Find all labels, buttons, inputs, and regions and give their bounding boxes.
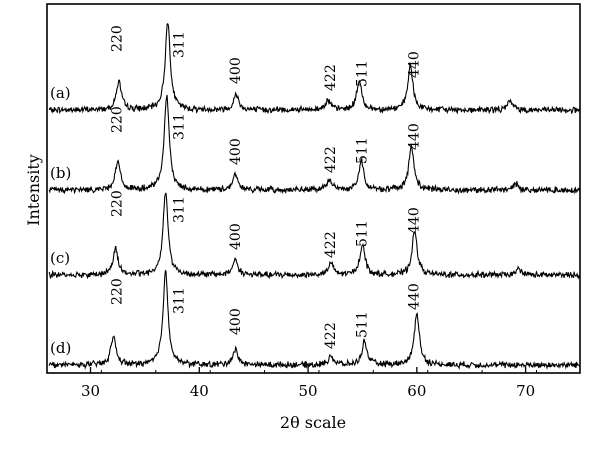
plot-frame (46, 3, 581, 374)
peak-label-b-400: 400 (228, 138, 244, 165)
x-tick-label-2: 50 (299, 382, 318, 400)
peak-label-c-422: 422 (323, 231, 339, 258)
peak-label-c-220: 220 (110, 190, 126, 217)
peak-label-c-400: 400 (228, 223, 244, 250)
peak-label-b-311: 311 (172, 113, 188, 140)
series-b (48, 94, 581, 195)
y-axis-title: Intensity (24, 154, 43, 226)
series-a (48, 22, 581, 115)
peak-label-c-511: 511 (354, 220, 370, 247)
series-label-d: (d) (50, 339, 71, 357)
peak-label-b-511: 511 (354, 137, 370, 164)
peak-label-d-440: 440 (407, 283, 423, 310)
x-tick-label-3: 60 (407, 382, 426, 400)
peak-label-a-422: 422 (323, 64, 339, 91)
series-d (48, 269, 581, 370)
x-tick-label-4: 70 (516, 382, 535, 400)
peak-label-d-311: 311 (172, 287, 188, 314)
peak-label-d-511: 511 (354, 311, 370, 338)
peak-label-a-511: 511 (354, 60, 370, 87)
traces (48, 22, 581, 370)
series-c (48, 192, 581, 280)
series-label-b: (b) (50, 164, 71, 182)
series-label-c: (c) (50, 249, 70, 267)
x-axis: 30 40 50 60 70 (46, 367, 537, 400)
x-axis-title: 2θ scale (280, 413, 346, 432)
peak-label-a-400: 400 (228, 57, 244, 84)
peak-label-a-440: 440 (407, 51, 423, 78)
peak-label-a-220: 220 (110, 25, 126, 52)
peak-label-c-440: 440 (407, 207, 423, 234)
peak-label-b-422: 422 (323, 146, 339, 173)
peak-label-d-422: 422 (323, 322, 339, 349)
peak-labels: 220 311 400 422 511 440 220 311 400 422 511 440 220 3… (110, 25, 423, 349)
peak-label-b-440: 440 (407, 123, 423, 150)
peak-label-b-220: 220 (110, 106, 126, 133)
peak-label-d-220: 220 (110, 278, 126, 305)
trace-labels: (a) (b) (c) (d) (50, 84, 71, 357)
x-tick-label-0: 30 (81, 382, 100, 400)
peak-label-d-400: 400 (228, 308, 244, 335)
peak-label-a-311: 311 (172, 31, 188, 58)
x-tick-label-1: 40 (190, 382, 209, 400)
peak-label-c-311: 311 (172, 196, 188, 223)
series-label-a: (a) (50, 84, 71, 102)
